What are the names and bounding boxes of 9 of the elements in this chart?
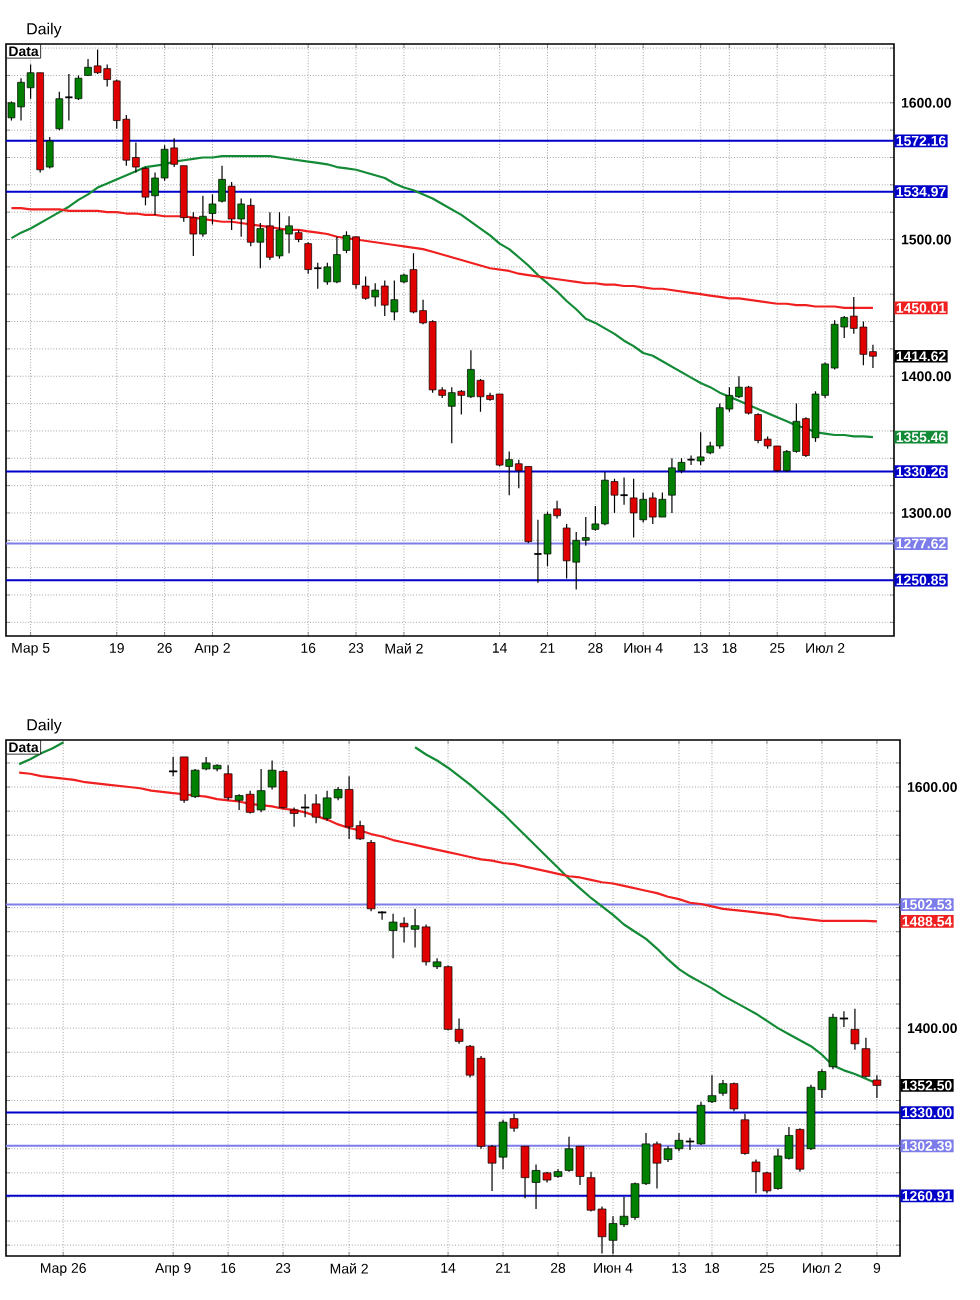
candlestick [861,1037,871,1079]
candlestick [55,91,64,131]
candlestick [707,1074,717,1104]
candlestick [850,1008,860,1051]
candlestick [872,1074,882,1099]
candlestick [208,193,217,226]
candlestick [740,1113,750,1156]
candlestick [289,806,299,828]
candlestick [751,1158,761,1194]
